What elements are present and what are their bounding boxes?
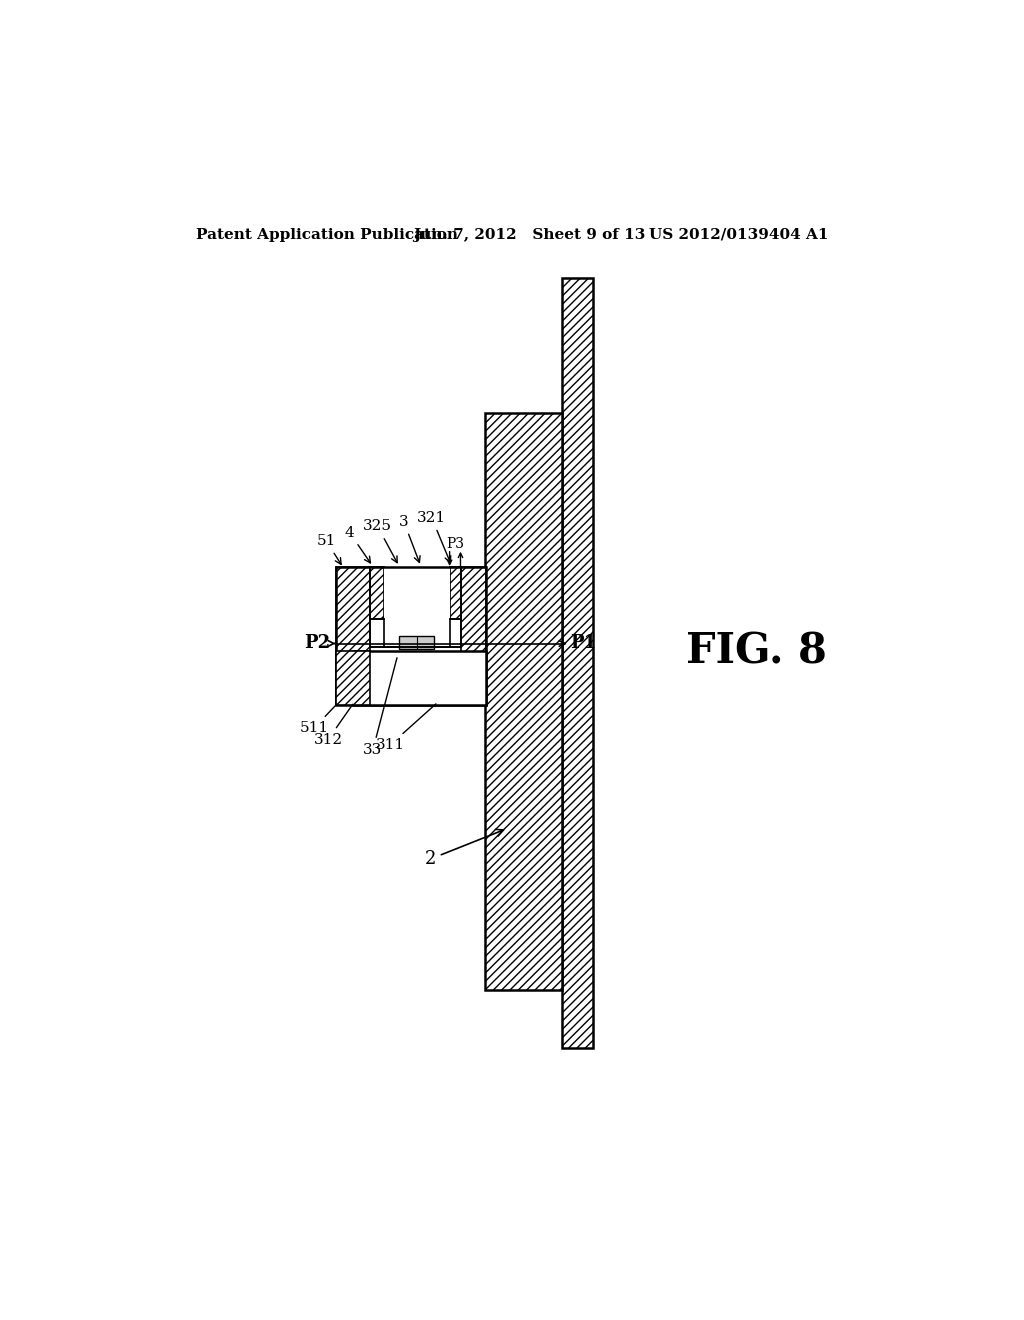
Bar bbox=[336, 566, 370, 705]
Text: 33: 33 bbox=[364, 657, 397, 756]
Bar bbox=[336, 651, 370, 705]
Text: P1: P1 bbox=[569, 635, 596, 652]
Text: 312: 312 bbox=[313, 705, 352, 747]
Bar bbox=[450, 566, 461, 619]
Text: FIG. 8: FIG. 8 bbox=[686, 630, 826, 672]
Text: P2: P2 bbox=[304, 635, 331, 652]
Text: 3: 3 bbox=[399, 515, 420, 562]
Bar bbox=[336, 566, 486, 705]
Text: 2: 2 bbox=[425, 829, 504, 869]
Text: 325: 325 bbox=[364, 520, 397, 562]
Bar bbox=[399, 636, 434, 649]
Bar bbox=[562, 277, 593, 1048]
Bar bbox=[370, 566, 384, 619]
Text: US 2012/0139404 A1: US 2012/0139404 A1 bbox=[649, 227, 828, 242]
Text: 511: 511 bbox=[299, 704, 337, 735]
Text: Jun. 7, 2012   Sheet 9 of 13: Jun. 7, 2012 Sheet 9 of 13 bbox=[414, 227, 645, 242]
Bar bbox=[384, 566, 450, 647]
Text: 51: 51 bbox=[316, 535, 341, 565]
Text: P3: P3 bbox=[446, 537, 464, 552]
Text: Patent Application Publication: Patent Application Publication bbox=[197, 227, 458, 242]
Bar bbox=[352, 651, 486, 705]
Bar bbox=[484, 413, 562, 990]
Bar bbox=[461, 566, 486, 705]
Text: 311: 311 bbox=[376, 704, 436, 752]
Text: 4: 4 bbox=[345, 525, 371, 562]
Text: 321: 321 bbox=[417, 511, 451, 562]
